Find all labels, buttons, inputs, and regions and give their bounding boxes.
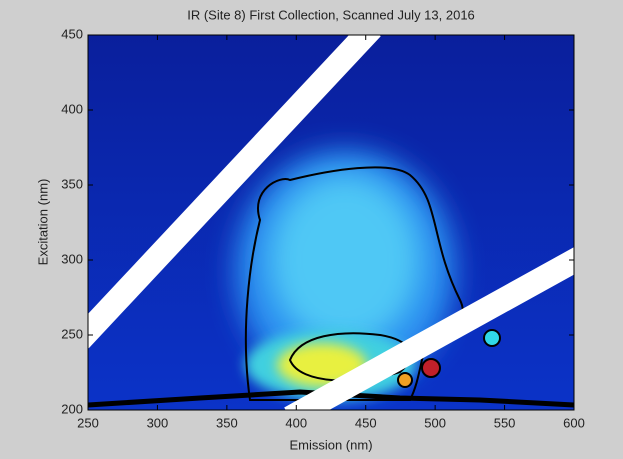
y-tick-label: 400 [61, 101, 83, 116]
y-axis-label: Excitation (nm) [35, 179, 50, 266]
scatter-spot [398, 373, 412, 387]
x-axis-label: Emission (nm) [289, 437, 372, 452]
y-tick-label: 300 [61, 251, 83, 266]
y-tick-label: 450 [61, 26, 83, 41]
scatter-spot [484, 330, 500, 346]
y-tick-label: 250 [61, 326, 83, 341]
x-tick-label: 500 [424, 415, 446, 430]
chart-title: IR (Site 8) First Collection, Scanned Ju… [187, 7, 475, 22]
x-tick-label: 550 [494, 415, 516, 430]
x-tick-label: 300 [147, 415, 169, 430]
heatmap-image [80, 28, 590, 418]
x-tick-label: 400 [285, 415, 307, 430]
scatter-spot [422, 359, 440, 377]
y-tick-label: 200 [61, 401, 83, 416]
fluorescence-peak [270, 175, 420, 345]
chart: IR (Site 8) First Collection, Scanned Ju… [0, 0, 623, 459]
x-tick-label: 350 [216, 415, 238, 430]
x-tick-label: 250 [77, 415, 99, 430]
x-tick-label: 600 [563, 415, 585, 430]
y-tick-label: 350 [61, 176, 83, 191]
x-tick-label: 450 [355, 415, 377, 430]
